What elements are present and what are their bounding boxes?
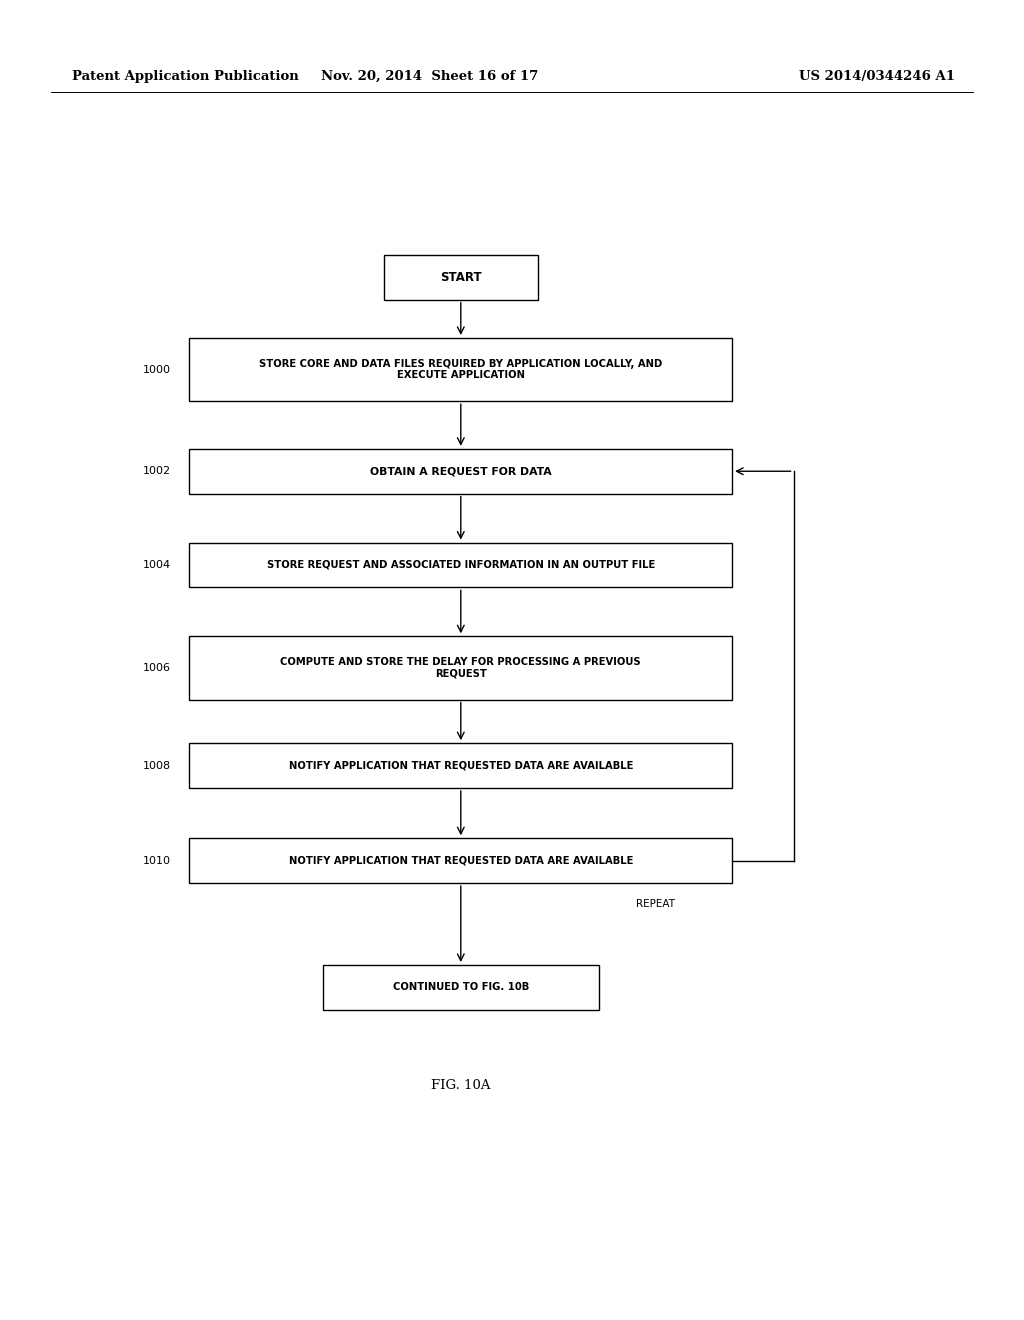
Text: STORE REQUEST AND ASSOCIATED INFORMATION IN AN OUTPUT FILE: STORE REQUEST AND ASSOCIATED INFORMATION… bbox=[266, 560, 655, 570]
Text: CONTINUED TO FIG. 10B: CONTINUED TO FIG. 10B bbox=[392, 982, 529, 993]
Text: FIG. 10A: FIG. 10A bbox=[431, 1078, 490, 1092]
Text: OBTAIN A REQUEST FOR DATA: OBTAIN A REQUEST FOR DATA bbox=[370, 466, 552, 477]
Text: 1004: 1004 bbox=[143, 560, 171, 570]
FancyBboxPatch shape bbox=[189, 338, 732, 401]
Text: NOTIFY APPLICATION THAT REQUESTED DATA ARE AVAILABLE: NOTIFY APPLICATION THAT REQUESTED DATA A… bbox=[289, 760, 633, 771]
Text: REPEAT: REPEAT bbox=[636, 899, 675, 909]
Text: Nov. 20, 2014  Sheet 16 of 17: Nov. 20, 2014 Sheet 16 of 17 bbox=[322, 70, 539, 83]
Text: 1010: 1010 bbox=[143, 855, 171, 866]
Text: 1006: 1006 bbox=[143, 663, 171, 673]
FancyBboxPatch shape bbox=[189, 449, 732, 494]
FancyBboxPatch shape bbox=[189, 838, 732, 883]
Text: 1000: 1000 bbox=[143, 364, 171, 375]
FancyBboxPatch shape bbox=[189, 743, 732, 788]
Text: STORE CORE AND DATA FILES REQUIRED BY APPLICATION LOCALLY, AND
EXECUTE APPLICATI: STORE CORE AND DATA FILES REQUIRED BY AP… bbox=[259, 359, 663, 380]
Text: 1002: 1002 bbox=[143, 466, 171, 477]
FancyBboxPatch shape bbox=[189, 636, 732, 700]
Text: START: START bbox=[440, 271, 481, 284]
Text: 1008: 1008 bbox=[143, 760, 171, 771]
FancyBboxPatch shape bbox=[384, 255, 538, 300]
Text: NOTIFY APPLICATION THAT REQUESTED DATA ARE AVAILABLE: NOTIFY APPLICATION THAT REQUESTED DATA A… bbox=[289, 855, 633, 866]
FancyBboxPatch shape bbox=[189, 543, 732, 587]
Text: US 2014/0344246 A1: US 2014/0344246 A1 bbox=[799, 70, 954, 83]
FancyBboxPatch shape bbox=[323, 965, 599, 1010]
Text: COMPUTE AND STORE THE DELAY FOR PROCESSING A PREVIOUS
REQUEST: COMPUTE AND STORE THE DELAY FOR PROCESSI… bbox=[281, 657, 641, 678]
Text: Patent Application Publication: Patent Application Publication bbox=[72, 70, 298, 83]
